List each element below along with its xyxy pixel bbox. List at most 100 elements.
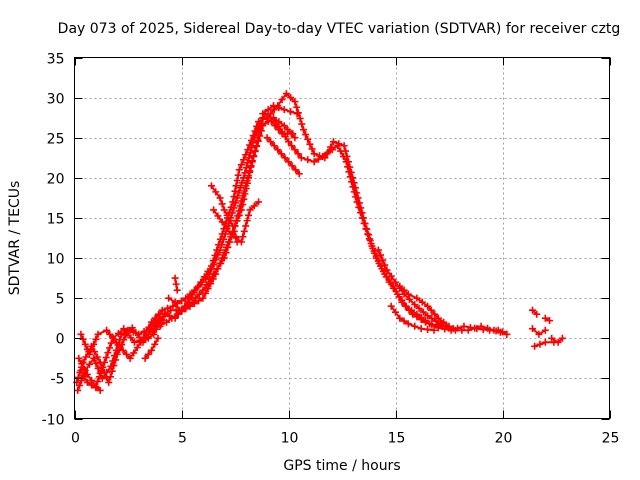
data-point [118, 330, 126, 338]
y-tick-label: 35 [47, 52, 65, 68]
data-point [88, 381, 96, 389]
data-point [172, 280, 180, 288]
data-point [430, 326, 438, 334]
data-point [235, 189, 243, 197]
data-point [90, 340, 98, 348]
data-point [344, 158, 352, 166]
data-point [541, 338, 549, 346]
series-track-6 [207, 182, 241, 246]
x-axis-label: GPS time / hours [283, 458, 400, 474]
data-point [383, 266, 391, 274]
data-point [295, 170, 303, 178]
data-point [174, 310, 182, 318]
data-point [374, 246, 382, 254]
series-track-2 [75, 114, 299, 390]
data-point [275, 104, 283, 112]
data-point [280, 122, 288, 130]
series-track-7 [263, 134, 303, 178]
data-point [250, 202, 258, 210]
data-point [294, 150, 302, 158]
data-point [246, 141, 254, 149]
data-point [548, 334, 556, 342]
data-point [85, 350, 93, 358]
data-point [554, 338, 562, 346]
data-point [411, 322, 419, 330]
data-point [210, 206, 218, 214]
data-point [98, 374, 106, 382]
y-tick-label: 0 [56, 332, 65, 348]
data-point [528, 306, 536, 314]
data-point [254, 137, 262, 145]
data-point [400, 317, 408, 325]
data-point [546, 317, 554, 325]
x-tick-label: 5 [178, 431, 187, 447]
data-series [73, 90, 566, 394]
data-point [130, 349, 138, 357]
x-tick-label: 0 [71, 431, 80, 447]
data-point [494, 326, 502, 334]
data-point [226, 217, 234, 225]
data-point [377, 251, 385, 259]
data-point [227, 203, 235, 211]
data-point [396, 314, 404, 322]
data-point [102, 354, 110, 362]
data-point [241, 169, 249, 177]
data-point [310, 158, 318, 166]
data-point [233, 217, 241, 225]
data-point [88, 345, 96, 353]
data-point [225, 238, 233, 246]
grid-lines [74, 57, 610, 419]
data-point [316, 152, 324, 160]
data-point [377, 262, 385, 270]
data-point [204, 285, 212, 293]
data-point [249, 132, 257, 140]
data-point [308, 145, 316, 153]
data-point [239, 233, 247, 241]
data-point [178, 297, 185, 305]
data-point [350, 179, 358, 187]
data-point [413, 310, 421, 318]
y-tick-label: 20 [47, 172, 65, 188]
data-point [365, 231, 373, 239]
data-point [535, 330, 543, 338]
data-point [195, 290, 203, 298]
data-point [285, 138, 292, 146]
data-point [112, 346, 120, 354]
data-point [282, 90, 290, 98]
data-point [207, 280, 215, 288]
data-point [424, 312, 432, 320]
data-point [142, 328, 150, 336]
data-point [92, 335, 100, 343]
data-point [272, 118, 280, 126]
series-track-12 [494, 326, 511, 338]
data-point [293, 110, 301, 118]
data-point [374, 257, 382, 265]
data-point [100, 358, 108, 366]
data-point [355, 199, 363, 207]
data-point [427, 306, 435, 314]
data-point [236, 184, 244, 192]
data-point [94, 378, 102, 386]
data-point [246, 206, 254, 214]
x-tick-label: 15 [388, 431, 406, 447]
data-point [200, 273, 208, 281]
data-point [148, 346, 156, 354]
data-point [247, 136, 255, 144]
data-point [220, 206, 228, 214]
data-point [370, 247, 378, 255]
data-point [144, 350, 152, 358]
y-tick-label: -10 [42, 413, 65, 429]
data-point [426, 320, 434, 328]
data-point [458, 326, 466, 334]
data-point [108, 367, 116, 375]
data-point [201, 289, 209, 297]
data-point [431, 310, 439, 318]
data-point [255, 118, 263, 126]
data-point [74, 386, 82, 394]
data-point [233, 177, 241, 185]
data-point [243, 217, 251, 225]
data-point [85, 360, 93, 368]
y-tick-label: 30 [47, 92, 65, 108]
data-point [343, 152, 351, 160]
data-point [216, 259, 224, 267]
